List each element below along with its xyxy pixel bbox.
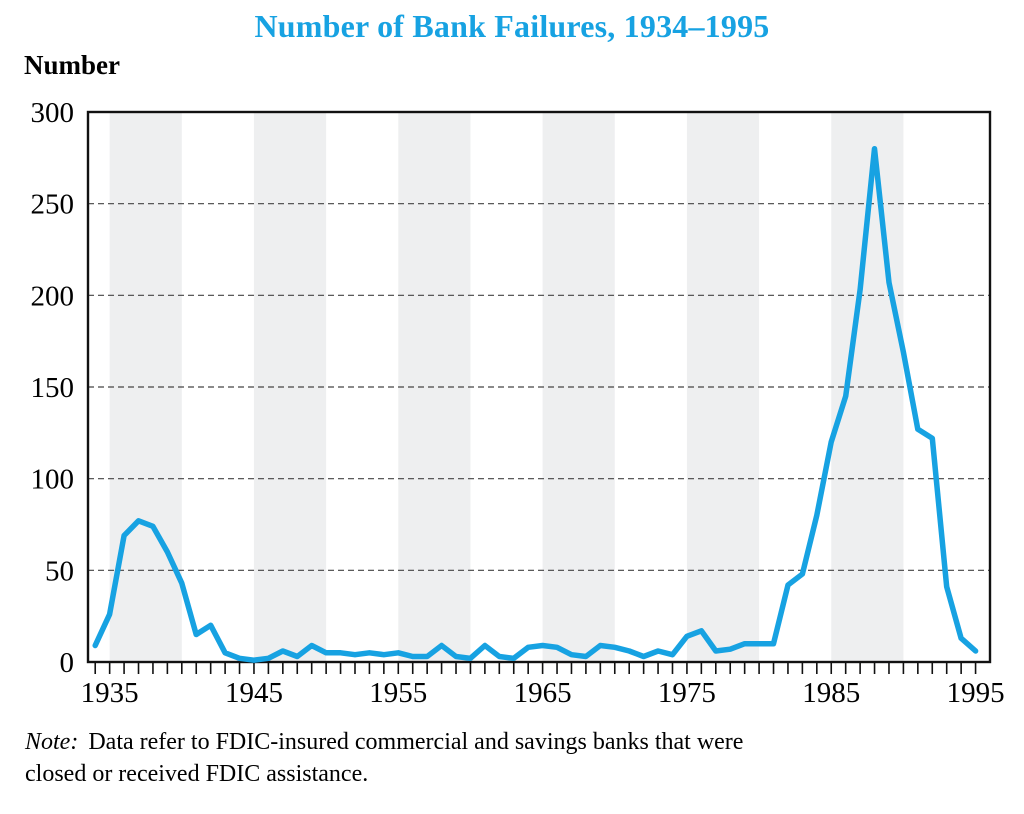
x-tick-label: 1995 [947, 677, 1005, 709]
note: Note: Data refer to FDIC-insured commerci… [25, 726, 975, 790]
y-tick-label: 50 [45, 555, 74, 587]
y-tick-label: 0 [60, 647, 75, 679]
note-prefix: Note: [25, 729, 79, 755]
y-tick-label: 150 [31, 372, 75, 404]
x-tick-label: 1975 [658, 677, 716, 709]
y-tick-label: 250 [31, 189, 75, 221]
x-tick-label: 1945 [225, 677, 283, 709]
y-tick-label: 300 [31, 97, 75, 129]
plot-frame [86, 110, 992, 664]
data-line [92, 145, 979, 663]
x-tick-label: 1965 [514, 677, 572, 709]
y-tick-label: 100 [31, 464, 75, 496]
chart-title: Number of Bank Failures, 1934–1995 [254, 8, 770, 44]
note-line2: closed or received FDIC assistance. [25, 761, 369, 787]
note-line1: Data refer to FDIC-insured commercial an… [88, 729, 744, 755]
x-tick-label: 1935 [81, 677, 139, 709]
x-tick-label: 1985 [802, 677, 860, 709]
y-axis-title: Number [24, 50, 120, 80]
y-tick-label: 200 [31, 280, 75, 312]
x-tick-label: 1955 [369, 677, 427, 709]
